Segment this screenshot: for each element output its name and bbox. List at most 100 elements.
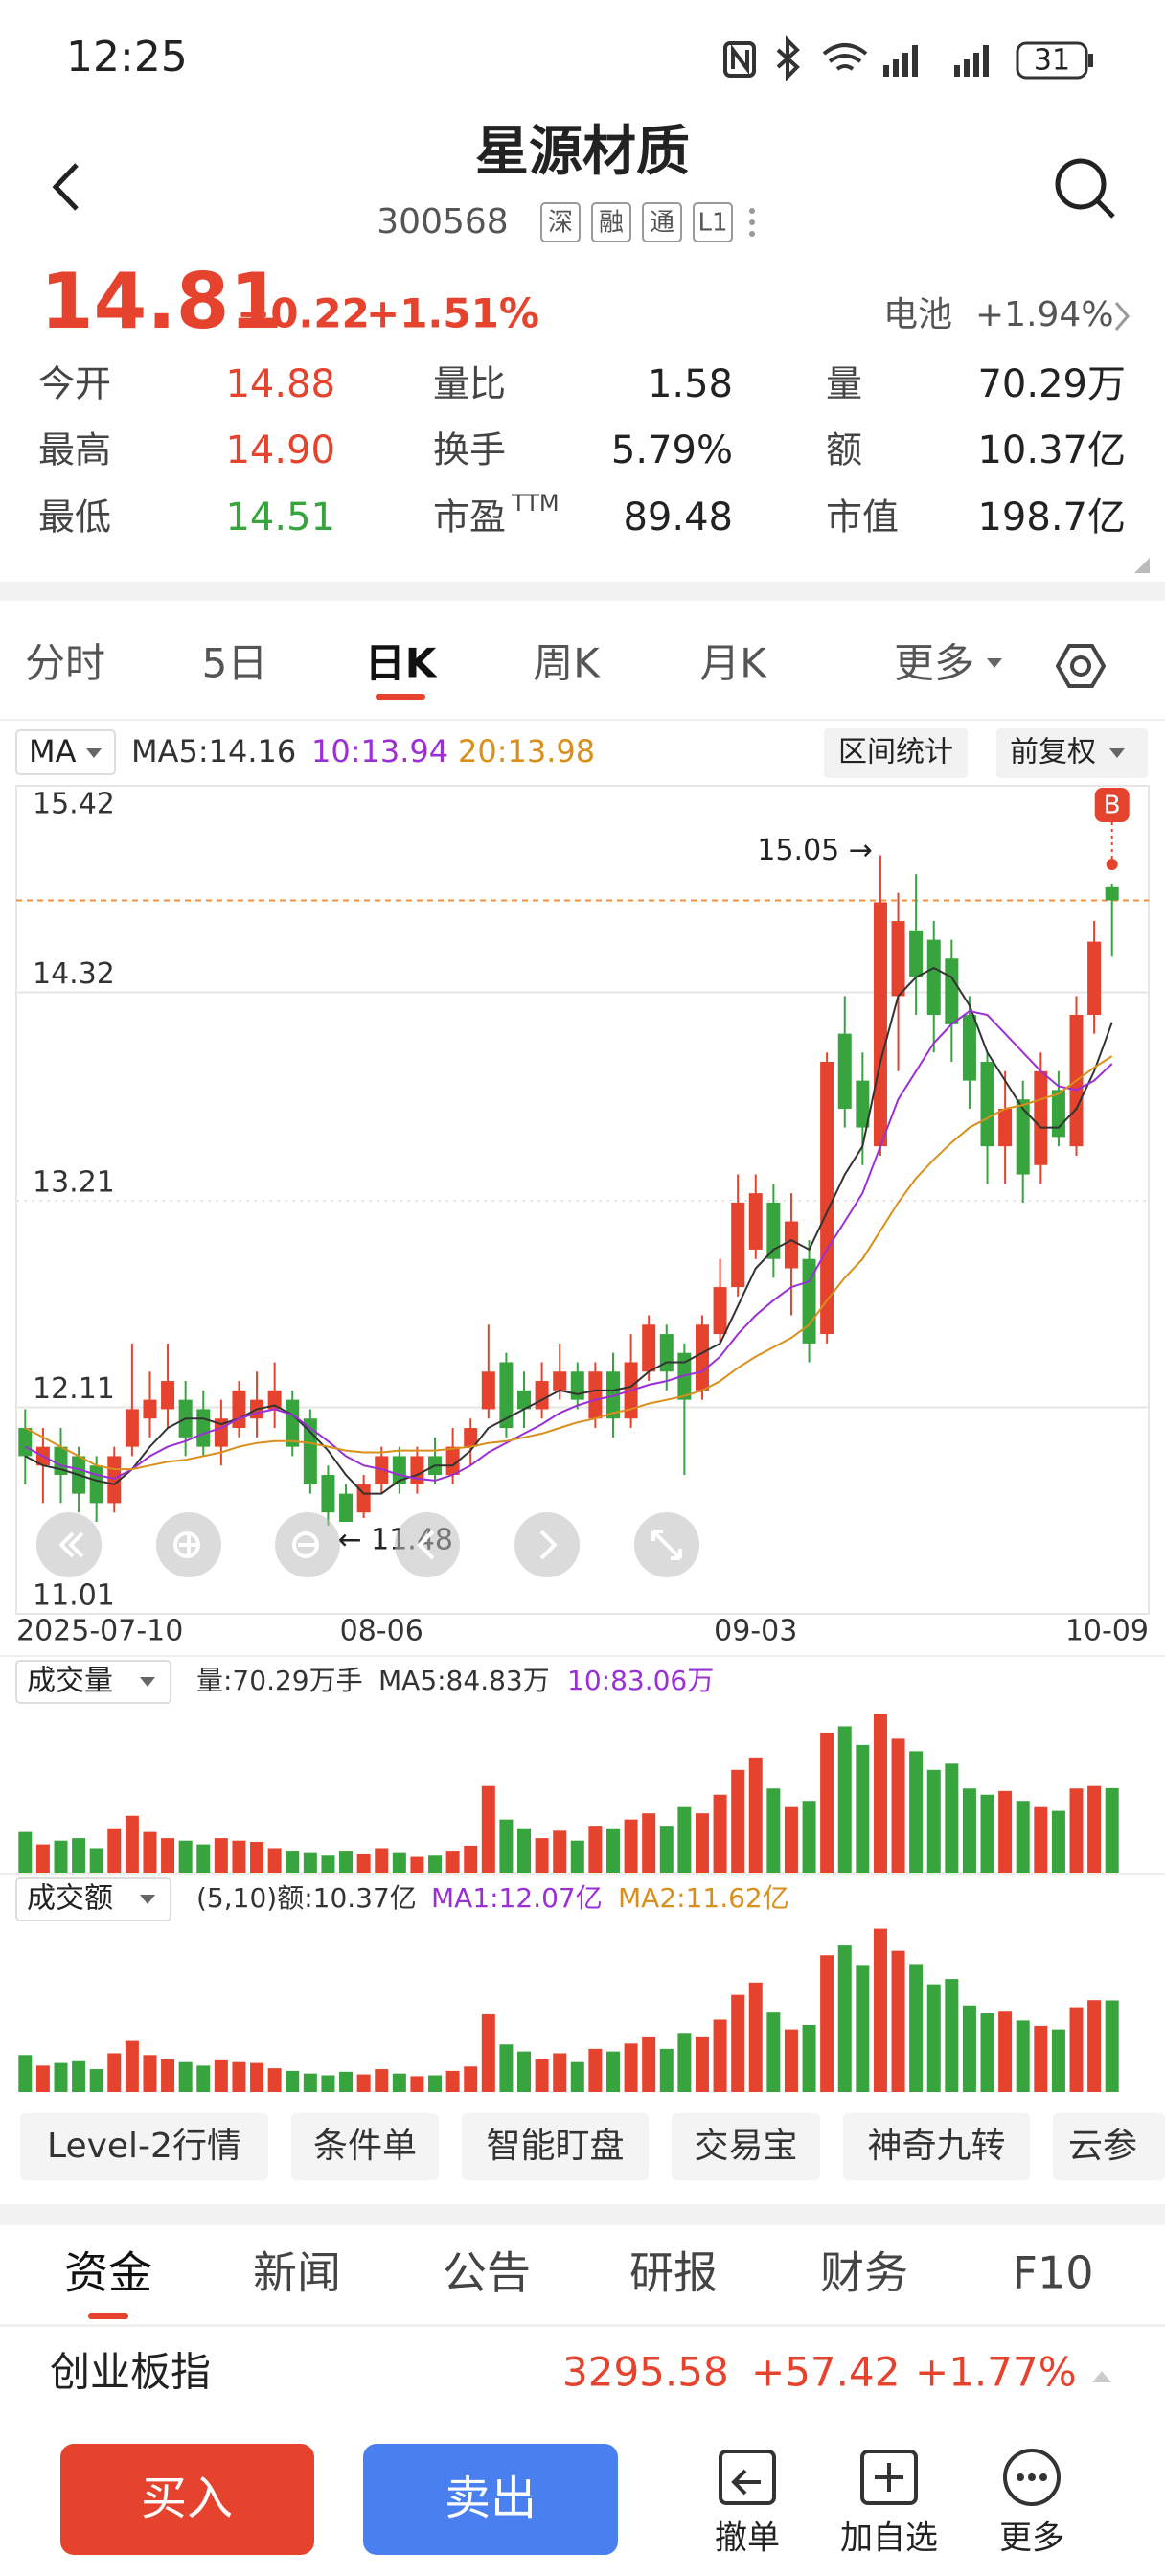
action-label[interactable]: 撤单 <box>715 2519 780 2558</box>
volume-bar <box>980 1794 994 1875</box>
candle-body <box>232 1390 246 1429</box>
chart-control-glyph <box>417 1530 435 1560</box>
index-name[interactable]: 创业板指 <box>50 2349 211 2396</box>
info-tab[interactable]: 财务 <box>820 2247 908 2299</box>
period-tab[interactable]: 更多 <box>894 640 974 687</box>
info-tab[interactable]: 资金 <box>64 2247 152 2299</box>
period-tab[interactable]: 周K <box>533 640 601 687</box>
price-change: +0.22 <box>237 290 370 337</box>
chart-control[interactable] <box>395 1512 460 1577</box>
dropdown-caret <box>140 1895 155 1904</box>
period-tab[interactable]: 分时 <box>25 640 105 687</box>
volume-bar <box>321 2075 335 2092</box>
volume-bar <box>766 2012 781 2092</box>
volume-bar <box>962 1788 976 1875</box>
stat-label: 市盈 <box>433 496 506 539</box>
volume-bar <box>286 1851 300 1875</box>
x-tick-label: 08-06 <box>340 1615 423 1648</box>
tool-chip[interactable] <box>20 2113 268 2180</box>
volume-bar <box>35 1844 50 1875</box>
tag-box <box>540 202 581 242</box>
adjust-button[interactable] <box>996 728 1148 778</box>
period-tab[interactable]: 日K <box>365 640 438 687</box>
x-tick-label: 09-03 <box>714 1615 797 1648</box>
volume-bar <box>339 1851 354 1875</box>
battery-tip <box>1088 54 1093 67</box>
candle-body <box>980 1062 994 1147</box>
settings-button[interactable] <box>1055 644 1107 688</box>
volume-bar <box>178 1840 193 1875</box>
candle-body <box>909 930 924 978</box>
pane-select[interactable] <box>15 1660 171 1704</box>
sector-change[interactable]: +1.94% <box>975 295 1114 334</box>
stock-code: 300568 <box>377 202 508 242</box>
volume-bar <box>392 2073 406 2092</box>
volume-bar <box>161 2058 175 2092</box>
candle-body <box>748 1193 763 1250</box>
volume-bar <box>1034 2025 1048 2092</box>
info-tab[interactable]: 新闻 <box>253 2247 341 2299</box>
volume-bar <box>784 1806 798 1875</box>
period-tab[interactable]: 月K <box>699 640 767 687</box>
tool-chip[interactable] <box>843 2113 1030 2180</box>
volume-bar <box>642 2036 656 2092</box>
info-tab[interactable]: 公告 <box>443 2247 531 2299</box>
volume-bar <box>713 2019 727 2092</box>
chart-control[interactable] <box>514 1512 580 1577</box>
tool-chip[interactable] <box>1053 2113 1165 2180</box>
info-tab-underline <box>88 2313 128 2319</box>
tool-chip-label: 神奇九转 <box>867 2127 1005 2166</box>
volume-bar <box>267 2068 282 2092</box>
info-tab[interactable]: F10 <box>1013 2247 1094 2299</box>
candle-body <box>161 1381 175 1410</box>
tool-chip[interactable] <box>672 2113 820 2180</box>
back-button[interactable] <box>52 163 79 211</box>
volume-bar <box>410 1856 424 1875</box>
x-tick-label: 2025-07-10 <box>16 1615 183 1648</box>
stat-label: 最低 <box>38 496 111 539</box>
volume-bar <box>873 1928 887 2092</box>
indicator-name: MA <box>29 733 77 770</box>
tab-underline <box>376 694 425 700</box>
tool-chip-label: 条件单 <box>313 2127 417 2166</box>
candle-body <box>1051 1090 1065 1138</box>
stock-title: 星源材质 <box>475 121 690 183</box>
tool-chip[interactable] <box>291 2113 439 2180</box>
volume-bar <box>303 1852 317 1875</box>
sector-name[interactable]: 电池 <box>883 295 952 334</box>
chart-control-glyph <box>651 1530 682 1560</box>
volume-bar <box>339 2071 354 2092</box>
signal-icons <box>883 45 989 77</box>
volume-bar <box>677 2033 692 2092</box>
indicator-select[interactable] <box>15 729 116 775</box>
action-label[interactable]: 加自选 <box>840 2519 938 2558</box>
volume-bar <box>535 2058 549 2092</box>
stat-value: 89.48 <box>623 495 733 540</box>
candle-body <box>481 1371 495 1410</box>
volume-bar <box>464 1845 478 1875</box>
volume-bar <box>748 1757 763 1875</box>
tool-chip[interactable] <box>462 2113 649 2180</box>
pane-select[interactable] <box>15 1877 171 1921</box>
period-tab[interactable]: 5日 <box>202 640 268 687</box>
expand-corner[interactable] <box>1134 558 1150 573</box>
candle-body <box>873 902 887 1147</box>
volume-bar <box>356 2074 371 2092</box>
sell-button[interactable] <box>363 2444 618 2555</box>
dropdown-caret <box>86 748 102 758</box>
candle-body <box>196 1409 211 1447</box>
search-button[interactable] <box>1055 158 1115 218</box>
volume-bar <box>998 1790 1013 1875</box>
candle-body <box>837 1033 852 1109</box>
tag-box <box>642 202 682 242</box>
volume-bar <box>375 1848 389 1875</box>
index-change: +57.42 <box>751 2349 900 2396</box>
candle-body <box>766 1202 781 1259</box>
pane-legend: MA2:11.62亿 <box>618 1882 789 1914</box>
index-toggle[interactable] <box>1092 2371 1111 2382</box>
range-stats-button[interactable] <box>824 728 968 778</box>
info-tab[interactable]: 研报 <box>629 2247 718 2299</box>
volume-bar <box>1069 1788 1084 1875</box>
buy-button[interactable] <box>60 2444 314 2555</box>
action-label[interactable]: 更多 <box>999 2519 1064 2558</box>
